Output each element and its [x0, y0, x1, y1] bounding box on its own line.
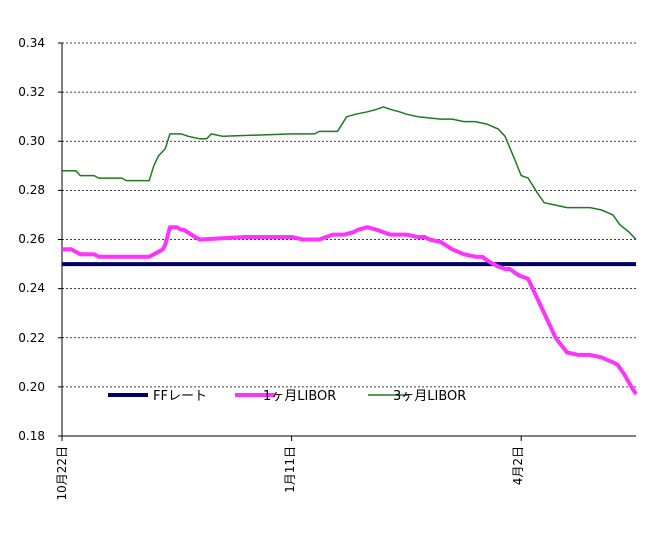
gridlines	[62, 42, 636, 388]
series-line-libor1m	[62, 225, 638, 396]
series-line-libor3m	[62, 106, 637, 241]
x-tick-label-1: 1月11日	[283, 446, 297, 493]
y-tick-label-2: 0.22	[18, 331, 45, 345]
y-tick-label-6: 0.30	[18, 134, 45, 148]
legend-label-ff: FFレート	[153, 389, 207, 404]
x-tick-labels: 10月22日 1月11日 4月2日	[55, 446, 525, 501]
series-lines	[62, 106, 638, 396]
y-tick-label-5: 0.28	[18, 183, 45, 197]
y-tick-label-3: 0.24	[18, 281, 45, 295]
y-tick-label-7: 0.32	[18, 85, 45, 99]
y-tick-label-8: 0.34	[18, 36, 45, 50]
legend: FFレート 1ヶ月LIBOR 3ヶ月LIBOR	[108, 389, 466, 404]
y-tick-labels: 0.18 0.20 0.22 0.24 0.26 0.28 0.30 0.32 …	[18, 36, 45, 443]
y-tick-label-1: 0.20	[18, 380, 45, 394]
y-tick-label-4: 0.26	[18, 232, 45, 246]
x-tick-label-2: 4月2日	[511, 446, 525, 485]
axes	[58, 42, 636, 441]
legend-label-libor3m: 3ヶ月LIBOR	[393, 389, 466, 404]
x-tick-label-0: 10月22日	[55, 446, 69, 501]
legend-label-libor1m: 1ヶ月LIBOR	[263, 389, 336, 404]
y-tick-label-0: 0.18	[18, 429, 45, 443]
